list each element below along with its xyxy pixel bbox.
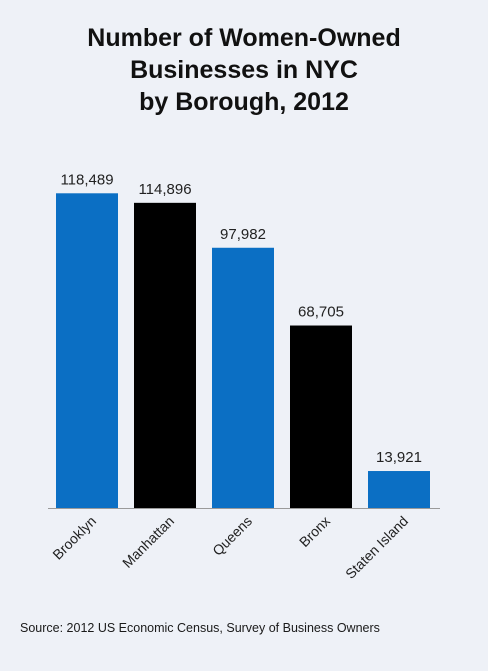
source-note: Source: 2012 US Economic Census, Survey … (20, 621, 380, 635)
value-label-queens: 97,982 (220, 226, 266, 243)
bar-brooklyn (56, 193, 118, 508)
category-label-bronx: Bronx (296, 513, 333, 550)
category-label-staten-island: Staten Island (342, 513, 411, 582)
bar-queens (212, 247, 274, 508)
chart-title-line-1: Number of Women-Owned (87, 24, 401, 52)
chart-title-line-2: Businesses in NYC (130, 56, 358, 84)
category-label-brooklyn: Brooklyn (49, 513, 99, 563)
value-label-bronx: 68,705 (298, 304, 344, 321)
bar-manhattan (134, 202, 196, 508)
chart-title-line-3: by Borough, 2012 (139, 88, 349, 116)
bar-bronx (290, 325, 352, 508)
category-label-manhattan: Manhattan (119, 513, 177, 571)
bar-staten-island (368, 471, 430, 508)
chart-title: Number of Women-Owned Businesses in NYC … (0, 22, 488, 118)
value-label-staten-island: 13,921 (376, 449, 422, 466)
value-label-manhattan: 114,896 (138, 181, 191, 198)
value-label-brooklyn: 118,489 (60, 171, 113, 188)
category-label-queens: Queens (209, 513, 255, 559)
